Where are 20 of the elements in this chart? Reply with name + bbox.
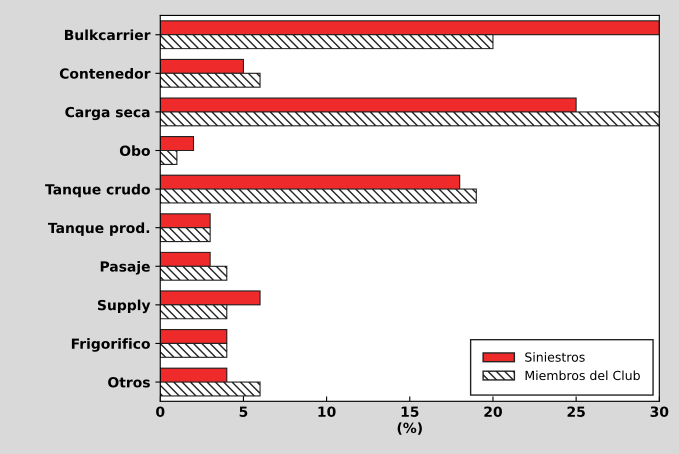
legend-label: Siniestros — [525, 352, 585, 362]
x-tick-label: 10 — [318, 406, 336, 417]
y-tick-label: Frigorifico — [72, 338, 150, 352]
x-tick-label: 5 — [240, 406, 248, 417]
y-tick-label: Contenedor — [60, 68, 150, 79]
y-tick-label: Carga seca — [65, 106, 150, 120]
x-tick-label: 25 — [568, 406, 585, 417]
y-tick-label: Tanque crudo — [45, 184, 150, 198]
x-tick-label: 0 — [156, 406, 164, 417]
y-tick-label: Tanque prod. — [48, 222, 150, 236]
x-tick-label: 15 — [402, 406, 418, 417]
x-tick-label: 20 — [484, 406, 502, 417]
y-tick-label: Pasaje — [100, 260, 150, 275]
legend-label: Miembros del Club — [526, 370, 640, 380]
x-tick-label: 30 — [650, 406, 668, 417]
y-tick-label: Obo — [120, 145, 150, 156]
x-axis-title: (%) — [398, 422, 422, 435]
y-tick-label: Bulkcarrier — [64, 29, 150, 40]
y-tick-label: Supply — [98, 300, 150, 314]
y-tick-label: Otros — [108, 377, 150, 388]
